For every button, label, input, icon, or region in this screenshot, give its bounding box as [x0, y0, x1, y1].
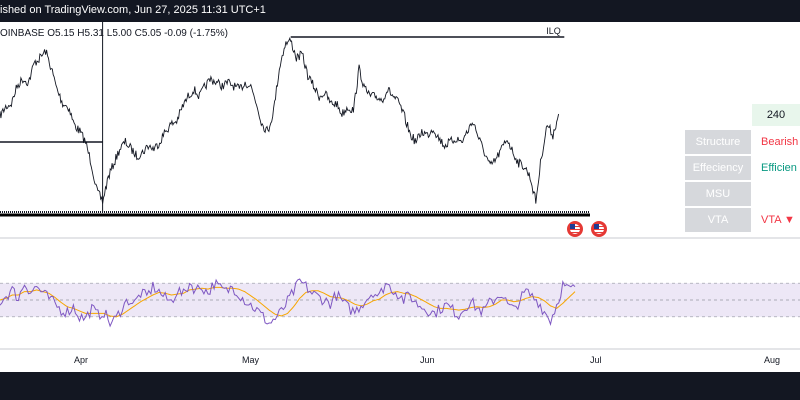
us-flag-icon[interactable]: [567, 221, 583, 237]
low-key: L: [106, 28, 113, 39]
x-axis-label-jul: Jul: [590, 355, 602, 365]
price-pane: ILQ: [0, 22, 800, 239]
x-axis-label-apr: Apr: [74, 355, 89, 365]
rsi-ma-line: [0, 286, 576, 318]
widget-label-structure: Structure: [685, 130, 751, 154]
publish-header-text: ished on TradingView.com, Jun 27, 2025 1…: [0, 4, 266, 16]
level-label: ILQ: [546, 26, 561, 36]
widget-price-tag: 240: [752, 104, 800, 126]
widget-value-msu: [755, 182, 800, 206]
bottom-toolbar: [0, 372, 800, 400]
open-value: 5.15: [55, 28, 75, 39]
widget-value-effeciency: Efficien: [761, 162, 797, 174]
low-value: 5.00: [112, 28, 132, 39]
open-key: O: [47, 28, 56, 39]
widget-label-effeciency: Effeciency: [685, 156, 751, 180]
widget-value-vta: VTA ▼: [761, 214, 795, 226]
close-value: 5.05: [141, 28, 162, 39]
widget-value-structure: Bearish: [761, 136, 799, 148]
x-axis-label-jun: Jun: [420, 355, 435, 365]
rsi-line: [0, 278, 576, 328]
x-axis-label-may: May: [242, 355, 260, 365]
x-axis-label-aug: Aug: [764, 355, 781, 365]
exchange-label[interactable]: OINBASE: [0, 28, 45, 39]
chart-canvas[interactable]: ILQ: [0, 22, 800, 372]
us-flag-icon[interactable]: [591, 221, 607, 237]
change-value: -0.09 (-1.75%): [164, 28, 228, 39]
widget-label-msu: MSU: [685, 182, 751, 206]
widget-label-vta: VTA: [685, 208, 751, 232]
high-value: 5.31: [84, 28, 104, 39]
high-key: H: [77, 28, 85, 39]
symbol-ohlc-legend: OINBASE O5.15 H5.31 L5.00 C5.05 -0.09 (-…: [0, 28, 228, 39]
close-key: C: [134, 28, 142, 39]
price-line: [0, 36, 560, 204]
rsi-pane: [0, 278, 800, 350]
publish-header-bar: ished on TradingView.com, Jun 27, 2025 1…: [0, 0, 800, 22]
